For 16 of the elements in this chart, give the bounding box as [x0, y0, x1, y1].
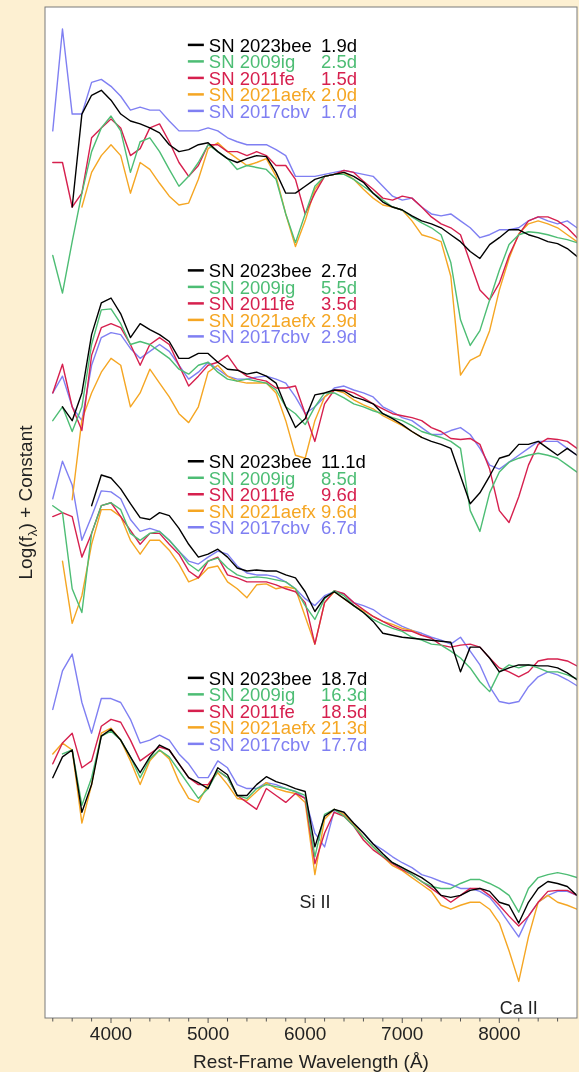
legend-label: SN 2021aefx 9.6d — [208, 500, 357, 522]
legend-label: SN 2017cbv 17.7d — [208, 733, 368, 755]
annotation: Ca II — [499, 998, 538, 1019]
legend-label: SN 2023bee 2.7d — [208, 259, 357, 281]
legend-label: SN 2017cbv 1.7d — [208, 100, 357, 122]
legend-label: SN 2023bee 18.7d — [208, 667, 368, 689]
legend-label: SN 2021aefx 2.9d — [208, 309, 357, 331]
legend-label: SN 2023bee 11.1d — [208, 450, 366, 472]
x-tick-label: 8000 — [478, 1022, 521, 1044]
annotation: Si II — [299, 891, 331, 912]
x-tick-label: 6000 — [284, 1022, 327, 1044]
legend-label: SN 2023bee 1.9d — [208, 34, 357, 56]
x-tick-label: 5000 — [186, 1022, 230, 1044]
x-tick-label: 7000 — [381, 1022, 424, 1044]
x-tick-label: 4000 — [89, 1022, 133, 1044]
x-axis-title: Rest-Frame Wavelength (Å) — [193, 1050, 429, 1072]
